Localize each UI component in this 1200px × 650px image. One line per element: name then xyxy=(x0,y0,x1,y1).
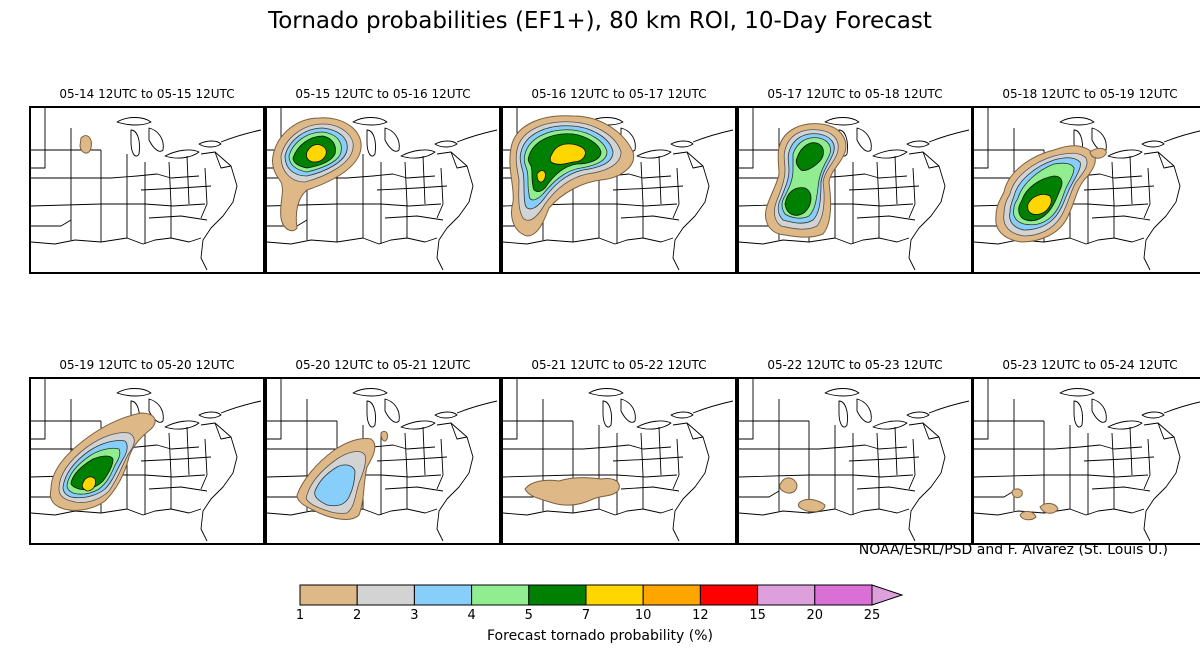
colorbar xyxy=(299,584,904,606)
forecast-map xyxy=(265,377,501,545)
colorbar-segment xyxy=(356,584,415,606)
colorbar-tick-label: 7 xyxy=(581,608,591,623)
colorbar-segment xyxy=(699,584,759,606)
prob-region-1pct-c xyxy=(1039,502,1059,514)
forecast-panel-1: 05-14 12UTC to 05-15 12UTC xyxy=(29,86,265,274)
colorbar-extend-arrow xyxy=(871,584,904,606)
forecast-panel-3: 05-16 12UTC to 05-17 12UTC xyxy=(501,86,737,274)
colorbar-tick-label: 15 xyxy=(749,608,766,623)
colorbar-segment xyxy=(413,584,473,606)
credit-text: NOAA/ESRL/PSD and F. Alvarez (St. Louis … xyxy=(858,542,1168,558)
colorbar-segment xyxy=(814,584,873,606)
forecast-panel-6: 05-19 12UTC to 05-20 12UTC xyxy=(29,357,265,545)
prob-region-7pct xyxy=(549,143,586,165)
forecast-panel-8: 05-21 12UTC to 05-22 12UTC xyxy=(501,357,737,545)
figure-title: Tornado probabilities (EF1+), 80 km ROI,… xyxy=(268,8,932,34)
prob-region-1pct xyxy=(779,477,798,494)
prob-region-1pct xyxy=(79,135,92,154)
colorbar-tick-label: 2 xyxy=(353,608,362,623)
colorbar-tick-label: 4 xyxy=(467,608,476,623)
forecast-map xyxy=(29,377,265,545)
panel-title: 05-18 12UTC to 05-19 12UTC xyxy=(1002,87,1178,101)
prob-region-5pct xyxy=(795,142,824,171)
prob-region-7pct xyxy=(306,144,327,163)
forecast-panel-5: 05-18 12UTC to 05-19 12UTC xyxy=(972,86,1200,274)
forecast-map xyxy=(737,106,973,274)
panel-title: 05-22 12UTC to 05-23 12UTC xyxy=(767,358,943,372)
prob-region-5pct-b xyxy=(784,187,812,216)
colorbar-label: Forecast tornado probability (%) xyxy=(487,628,713,644)
colorbar-tick-label: 5 xyxy=(524,608,533,623)
colorbar-tick-label: 1 xyxy=(295,608,305,623)
colorbar-tick-label: 10 xyxy=(634,608,652,623)
forecast-panel-4: 05-17 12UTC to 05-18 12UTC xyxy=(737,86,973,274)
colorbar-tick-label: 20 xyxy=(806,608,824,623)
forecast-map xyxy=(972,106,1200,274)
colorbar-segment xyxy=(757,584,816,606)
prob-region-5pct xyxy=(70,455,114,490)
colorbar-segment xyxy=(299,584,358,606)
prob-region-3pct xyxy=(314,464,356,507)
panel-title: 05-15 12UTC to 05-16 12UTC xyxy=(295,87,471,101)
prob-region-1pct xyxy=(1011,488,1023,499)
panel-title: 05-21 12UTC to 05-22 12UTC xyxy=(531,358,707,372)
forecast-map xyxy=(501,377,737,545)
colorbar-segment xyxy=(642,584,701,606)
forecast-panel-2: 05-15 12UTC to 05-16 12UTC xyxy=(265,86,501,274)
prob-region-7pct xyxy=(1027,194,1052,215)
forecast-panel-10: 05-23 12UTC to 05-24 12UTC xyxy=(972,357,1200,545)
forecast-map xyxy=(972,377,1200,545)
prob-region-7pct-b xyxy=(536,170,546,183)
forecast-map xyxy=(265,106,501,274)
panel-title: 05-23 12UTC to 05-24 12UTC xyxy=(1002,358,1178,372)
prob-region-1pct-b xyxy=(1089,147,1107,159)
forecast-map xyxy=(29,106,265,274)
colorbar-tick-label: 25 xyxy=(863,608,881,623)
forecast-map xyxy=(501,106,737,274)
forecast-panel-9: 05-22 12UTC to 05-23 12UTC xyxy=(737,357,973,545)
panel-title: 05-19 12UTC to 05-20 12UTC xyxy=(59,358,235,372)
colorbar-segment xyxy=(528,584,587,606)
colorbar-segment xyxy=(471,584,530,606)
colorbar-segment xyxy=(585,584,644,606)
prob-region-1pct-b xyxy=(1019,510,1037,521)
prob-region-7pct xyxy=(81,476,96,492)
colorbar-tick-label: 3 xyxy=(410,608,419,623)
colorbar-tick-label: 12 xyxy=(692,608,709,623)
panel-title: 05-14 12UTC to 05-15 12UTC xyxy=(59,87,235,101)
forecast-panel-7: 05-20 12UTC to 05-21 12UTC xyxy=(265,357,501,545)
prob-region-1pct-b xyxy=(380,430,388,442)
panel-title: 05-16 12UTC to 05-17 12UTC xyxy=(531,87,707,101)
prob-region-1pct-b xyxy=(798,498,826,513)
panel-title: 05-20 12UTC to 05-21 12UTC xyxy=(295,358,471,372)
panel-title: 05-17 12UTC to 05-18 12UTC xyxy=(767,87,943,101)
prob-region-1pct xyxy=(524,477,620,506)
forecast-map xyxy=(737,377,973,545)
